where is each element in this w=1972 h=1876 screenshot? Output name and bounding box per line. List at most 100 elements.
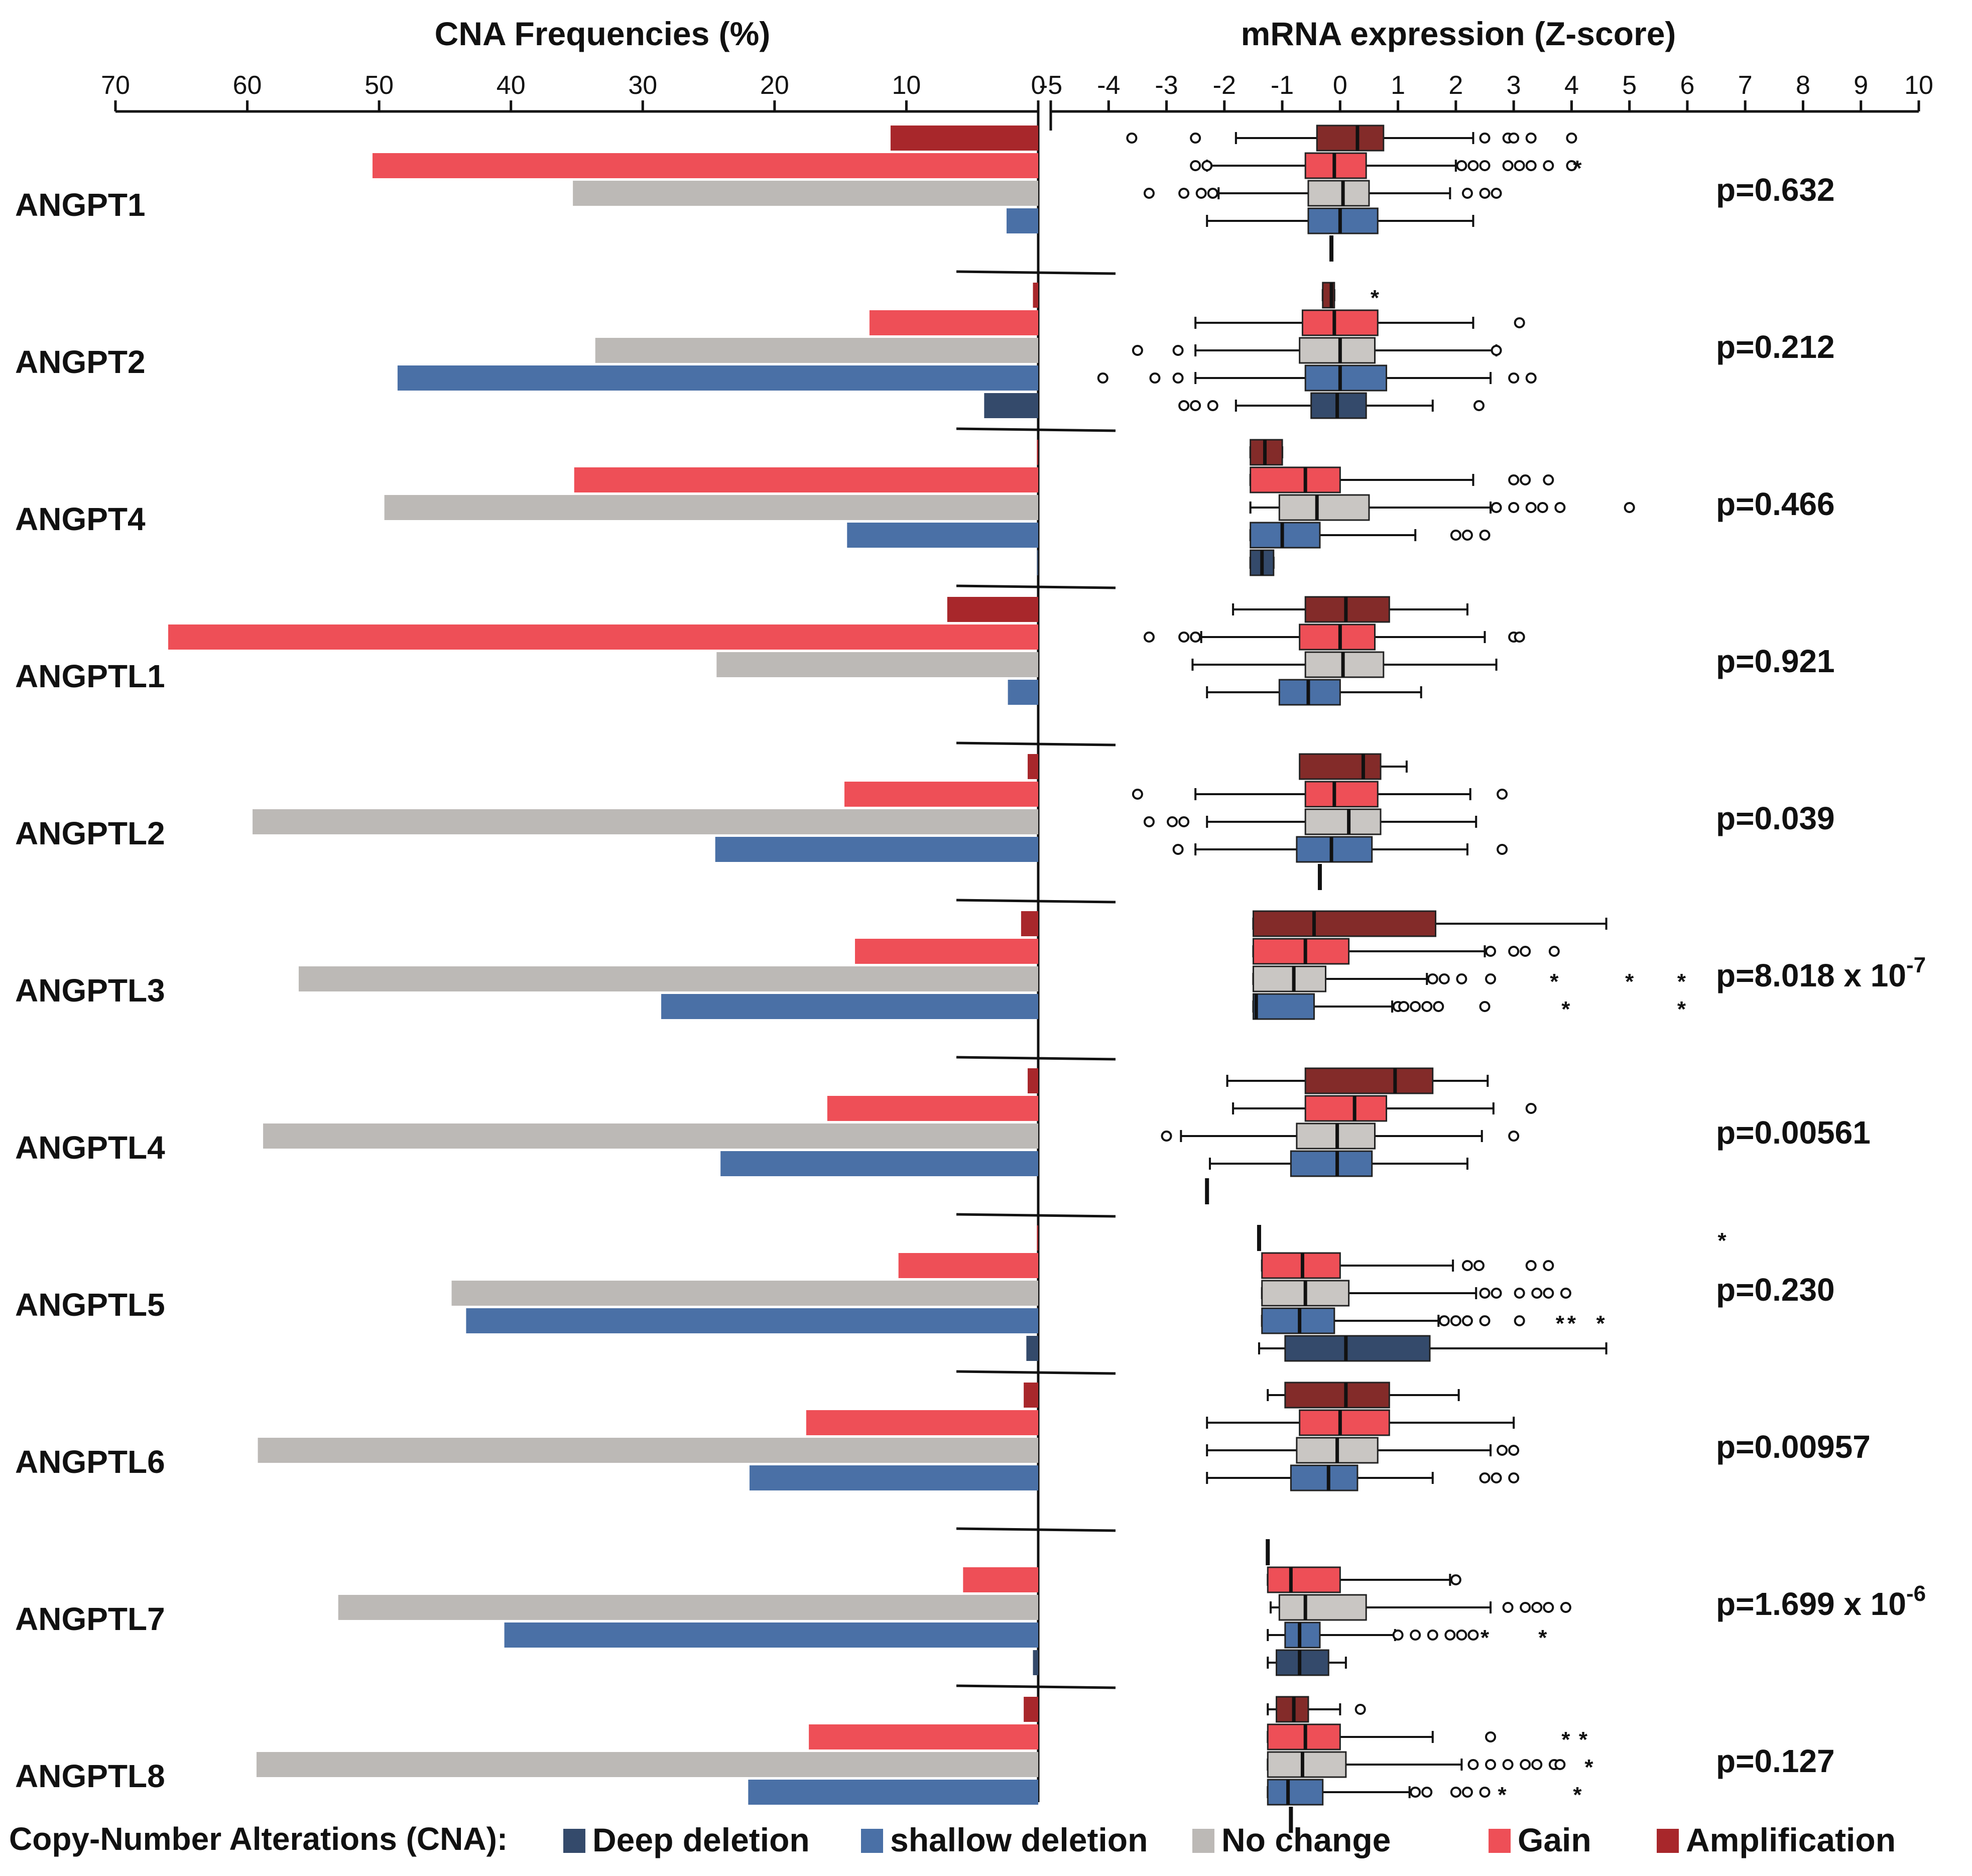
legend-label: Gain xyxy=(1518,1821,1591,1858)
cna-bar xyxy=(258,1438,1038,1463)
cna-bar xyxy=(947,597,1038,622)
cna-bar xyxy=(1026,1336,1038,1361)
outlier-point xyxy=(1514,160,1525,171)
mrna-tick-label: 1 xyxy=(1391,71,1405,100)
outlier-point xyxy=(1479,1288,1491,1299)
box-iqr xyxy=(1290,1464,1359,1491)
cna-bar xyxy=(890,126,1038,151)
gene-label: ANGPTL2 xyxy=(15,815,165,851)
box-iqr xyxy=(1252,938,1350,965)
outlier-point xyxy=(1410,1787,1421,1798)
outlier-point xyxy=(1421,1787,1433,1798)
gene-label: ANGPT1 xyxy=(15,187,146,223)
p-value: p=0.039 xyxy=(1716,800,1835,836)
p-value: p=0.127 xyxy=(1716,1743,1835,1779)
mrna-tick-label: -5 xyxy=(1039,71,1062,100)
outlier-point xyxy=(1479,1001,1491,1012)
box-iqr xyxy=(1252,965,1327,992)
outlier-point xyxy=(1508,372,1520,384)
cna-bar xyxy=(373,153,1038,178)
p-value: p=0.00957 xyxy=(1716,1429,1871,1465)
outlier-point xyxy=(1485,1759,1497,1770)
mrna-tick-label: -2 xyxy=(1213,71,1236,100)
legend-label: Deep deletion xyxy=(592,1821,810,1858)
p-value: p=0.632 xyxy=(1716,172,1835,208)
extreme-outlier: * xyxy=(1567,1311,1576,1336)
cna-bar xyxy=(749,1465,1038,1490)
extreme-outlier: * xyxy=(1561,997,1570,1022)
outlier-point xyxy=(1485,1731,1497,1742)
box-iqr xyxy=(1299,1409,1390,1436)
gene-label: ANGPT2 xyxy=(15,344,146,380)
outlier-point xyxy=(1554,502,1566,513)
outlier-point xyxy=(1525,160,1537,171)
outlier-point xyxy=(1172,345,1184,356)
cna-bar xyxy=(806,1410,1038,1435)
outlier-point xyxy=(1554,1759,1566,1770)
outlier-point xyxy=(1491,502,1502,513)
outlier-point xyxy=(1143,188,1155,199)
cna-bar xyxy=(1037,550,1038,575)
outlier-point xyxy=(1543,160,1554,171)
outlier-point xyxy=(1548,946,1560,957)
mrna-tick-label: 0 xyxy=(1333,71,1347,100)
outlier-point xyxy=(1444,1630,1456,1641)
box-iqr xyxy=(1307,180,1370,207)
outlier-point xyxy=(1461,1260,1473,1271)
outlier-point xyxy=(1190,133,1201,144)
outlier-point xyxy=(1438,1315,1450,1326)
outlier-point xyxy=(1467,1759,1479,1770)
outlier-point xyxy=(1178,188,1190,199)
outlier-point xyxy=(1537,502,1548,513)
outlier-point xyxy=(1508,1131,1520,1142)
outlier-point xyxy=(1201,160,1213,171)
extreme-outlier: * xyxy=(1481,1625,1490,1650)
cna-tick-label: 70 xyxy=(101,71,130,100)
cna-bar xyxy=(715,837,1038,862)
outlier-point xyxy=(1461,530,1473,541)
outlier-point xyxy=(1497,789,1508,800)
extreme-outlier: * xyxy=(1550,969,1559,994)
box-iqr xyxy=(1296,836,1373,863)
gene-label: ANGPTL3 xyxy=(15,972,165,1009)
gene-label: ANGPTL1 xyxy=(15,658,165,694)
group-separator xyxy=(956,1684,1116,1689)
outlier-point xyxy=(1514,317,1525,328)
outlier-point xyxy=(1126,133,1138,144)
outlier-point xyxy=(1491,345,1502,356)
p-value: p=0.212 xyxy=(1716,329,1835,365)
mrna-chart-title: mRNA expression (Z-score) xyxy=(1241,15,1676,52)
group-separator xyxy=(956,270,1116,275)
cna-bar xyxy=(1008,680,1038,705)
outlier-point xyxy=(1531,1288,1543,1299)
outlier-point xyxy=(1479,133,1491,144)
box-iqr xyxy=(1267,1779,1324,1806)
legend-title: Copy-Number Alterations (CNA): xyxy=(9,1821,508,1857)
outlier-point xyxy=(1560,1288,1571,1299)
cna-bar xyxy=(661,994,1038,1019)
mrna-tick-label: 6 xyxy=(1680,71,1694,100)
cna-bar xyxy=(338,1595,1038,1620)
cna-bar xyxy=(869,310,1038,335)
cna-bar xyxy=(466,1308,1039,1333)
box-iqr xyxy=(1304,1095,1388,1122)
cna-bar xyxy=(1037,1225,1038,1250)
outlier-point xyxy=(1354,1704,1366,1715)
mrna-tick-label: -3 xyxy=(1155,71,1178,100)
outlier-point xyxy=(1172,844,1184,855)
cna-bar xyxy=(1024,1383,1038,1408)
outlier-point xyxy=(1461,1787,1473,1798)
cna-bar xyxy=(574,467,1038,492)
mrna-tick-label: 8 xyxy=(1796,71,1810,100)
cna-bars xyxy=(168,126,1116,1805)
cna-bar xyxy=(256,1752,1038,1777)
outlier-point xyxy=(1479,530,1491,541)
legend: Copy-Number Alterations (CNA): Deep dele… xyxy=(9,1821,1896,1858)
outlier-point xyxy=(1525,1103,1537,1114)
outlier-point xyxy=(1508,474,1520,485)
cna-bar xyxy=(720,1151,1038,1176)
outlier-point xyxy=(1491,1288,1502,1299)
outlier-point xyxy=(1514,632,1525,643)
outlier-point xyxy=(1508,133,1520,144)
outlier-point xyxy=(1438,973,1450,984)
